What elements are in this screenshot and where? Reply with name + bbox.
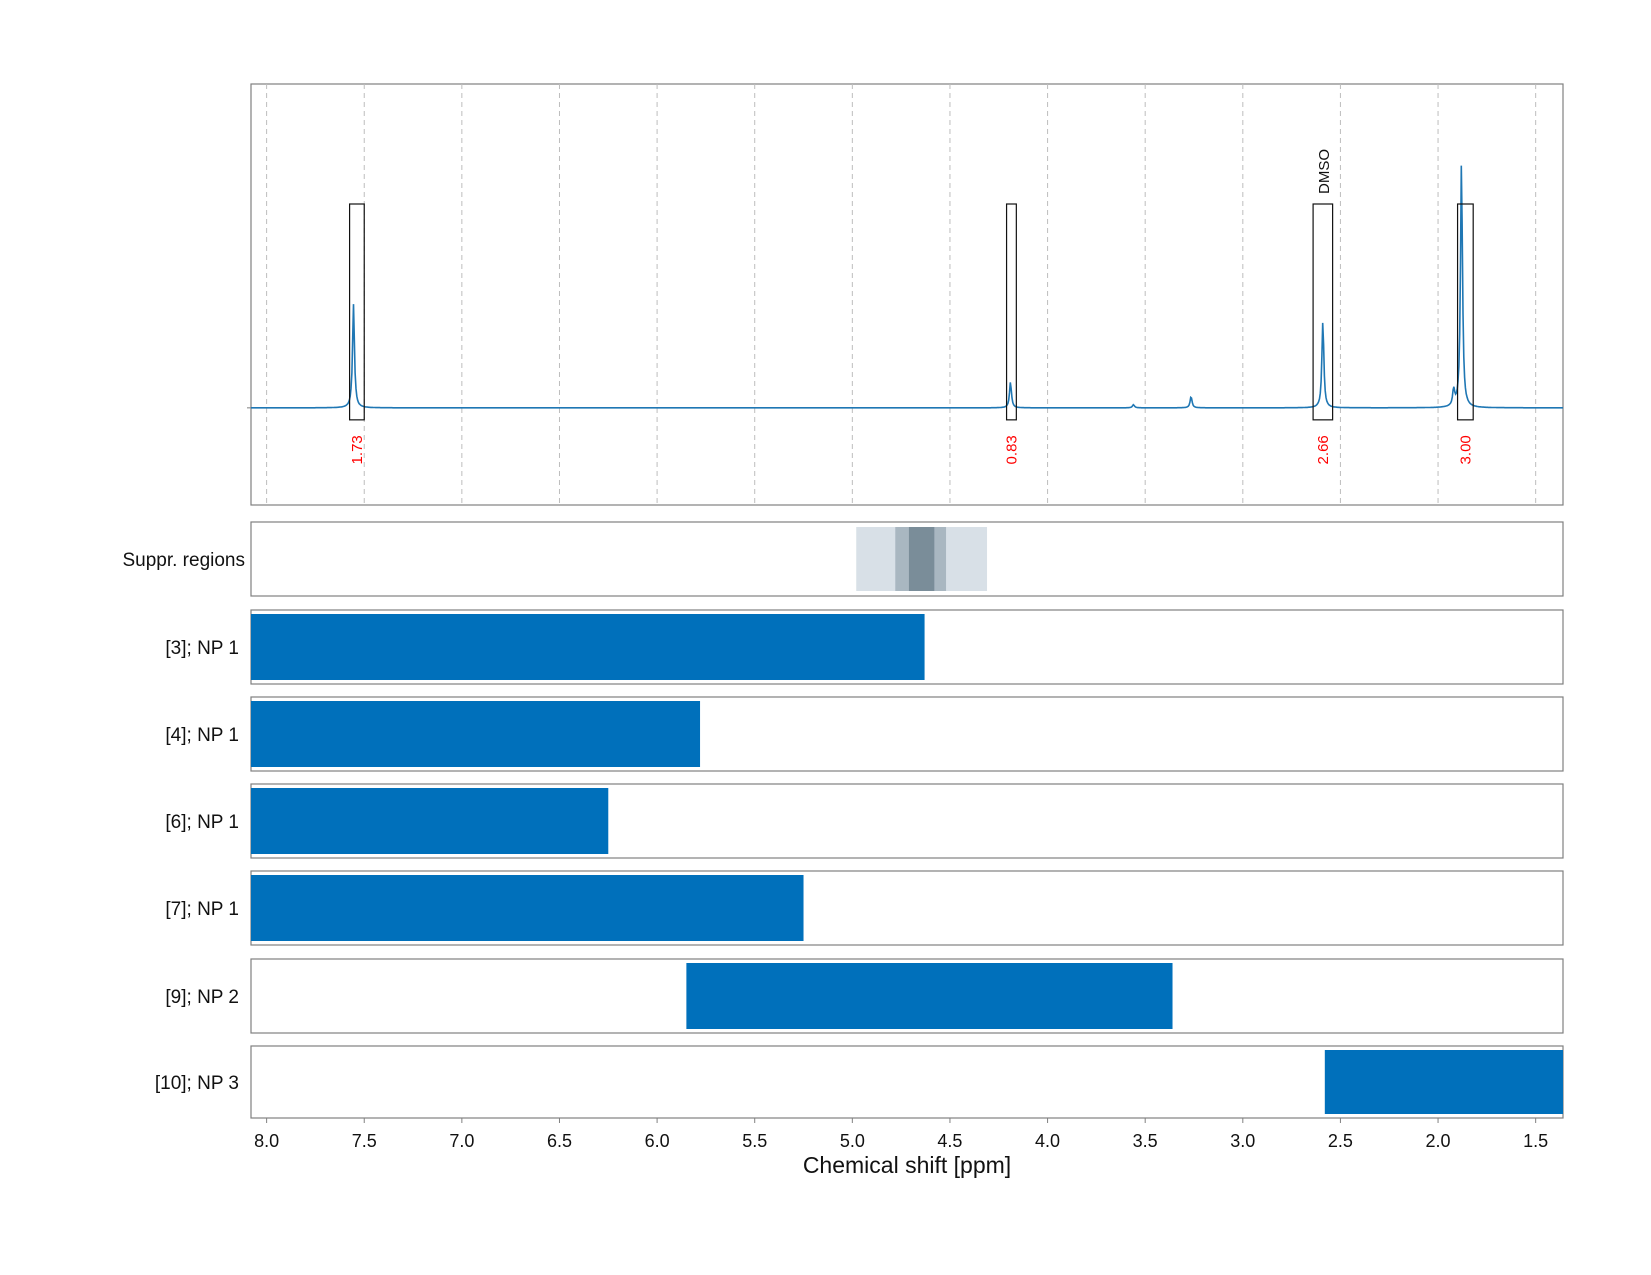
x-tick-label: 2.0 [1426,1131,1451,1151]
integral-box [1005,203,1017,421]
range-row: [4]; NP 1 [165,696,1564,772]
spectrum-panel: 1.73 0.83 2.66 DMSO 3.00 [247,83,1564,506]
range-label: [10]; NP 3 [155,1073,239,1094]
range-row: [3]; NP 1 [165,609,1564,685]
integral-box [1456,203,1474,421]
x-tick-label: 1.5 [1523,1131,1548,1151]
spectrum-frame [250,83,1564,506]
range-label: [4]; NP 1 [165,725,239,746]
integral-label: 2.66 [1315,435,1332,464]
spectrum-line [251,165,1563,409]
range-label: [9]; NP 2 [165,987,239,1008]
x-tick-label: 7.5 [352,1131,377,1151]
x-axis: Chemical shift [ppm] 8.0 7.5 7.0 6.5 6.0 5.5 5… [254,1118,1548,1178]
range-bar [251,701,701,767]
range-bar [251,875,804,941]
x-tick-label: 6.5 [547,1131,572,1151]
integral-label: 0.83 [1003,435,1020,464]
range-label: [6]; NP 1 [165,812,239,833]
x-tick-label: 6.0 [645,1131,670,1151]
range-row: [6]; NP 1 [165,783,1564,859]
integral-box [348,203,365,421]
range-row: [9]; NP 2 [165,958,1564,1034]
integral-label: 3.00 [1457,435,1474,464]
x-tick-label: 5.0 [840,1131,865,1151]
x-tick-label: 8.0 [254,1131,279,1151]
range-bar [1324,1050,1563,1114]
integral-box [1312,203,1334,421]
x-tick-label: 3.0 [1230,1131,1255,1151]
range-panels: [3]; NP 1 [4]; NP 1 [6]; NP 1 [7]; NP 1 [9];… [155,609,1564,1119]
suppression-band [908,527,935,591]
x-tick-label: 4.0 [1035,1131,1060,1151]
range-row: [7]; NP 1 [165,870,1564,946]
x-tick-label: 5.5 [742,1131,767,1151]
x-tick-label: 3.5 [1133,1131,1158,1151]
range-row: [10]; NP 3 [155,1045,1564,1119]
suppression-panel: Suppr. regions [122,521,1564,597]
x-axis-label: Chemical shift [ppm] [803,1152,1011,1178]
x-tick-label: 4.5 [937,1131,962,1151]
range-label: [3]; NP 1 [165,638,239,659]
x-tick-label: 7.0 [449,1131,474,1151]
suppression-label: Suppr. regions [122,550,245,571]
range-bar [686,963,1173,1029]
range-bar [251,788,609,854]
integral-label: 1.73 [349,435,366,464]
peak-annotation: DMSO [1316,149,1333,194]
range-label: [7]; NP 1 [165,899,239,920]
x-tick-label: 2.5 [1328,1131,1353,1151]
range-bar [251,614,925,680]
